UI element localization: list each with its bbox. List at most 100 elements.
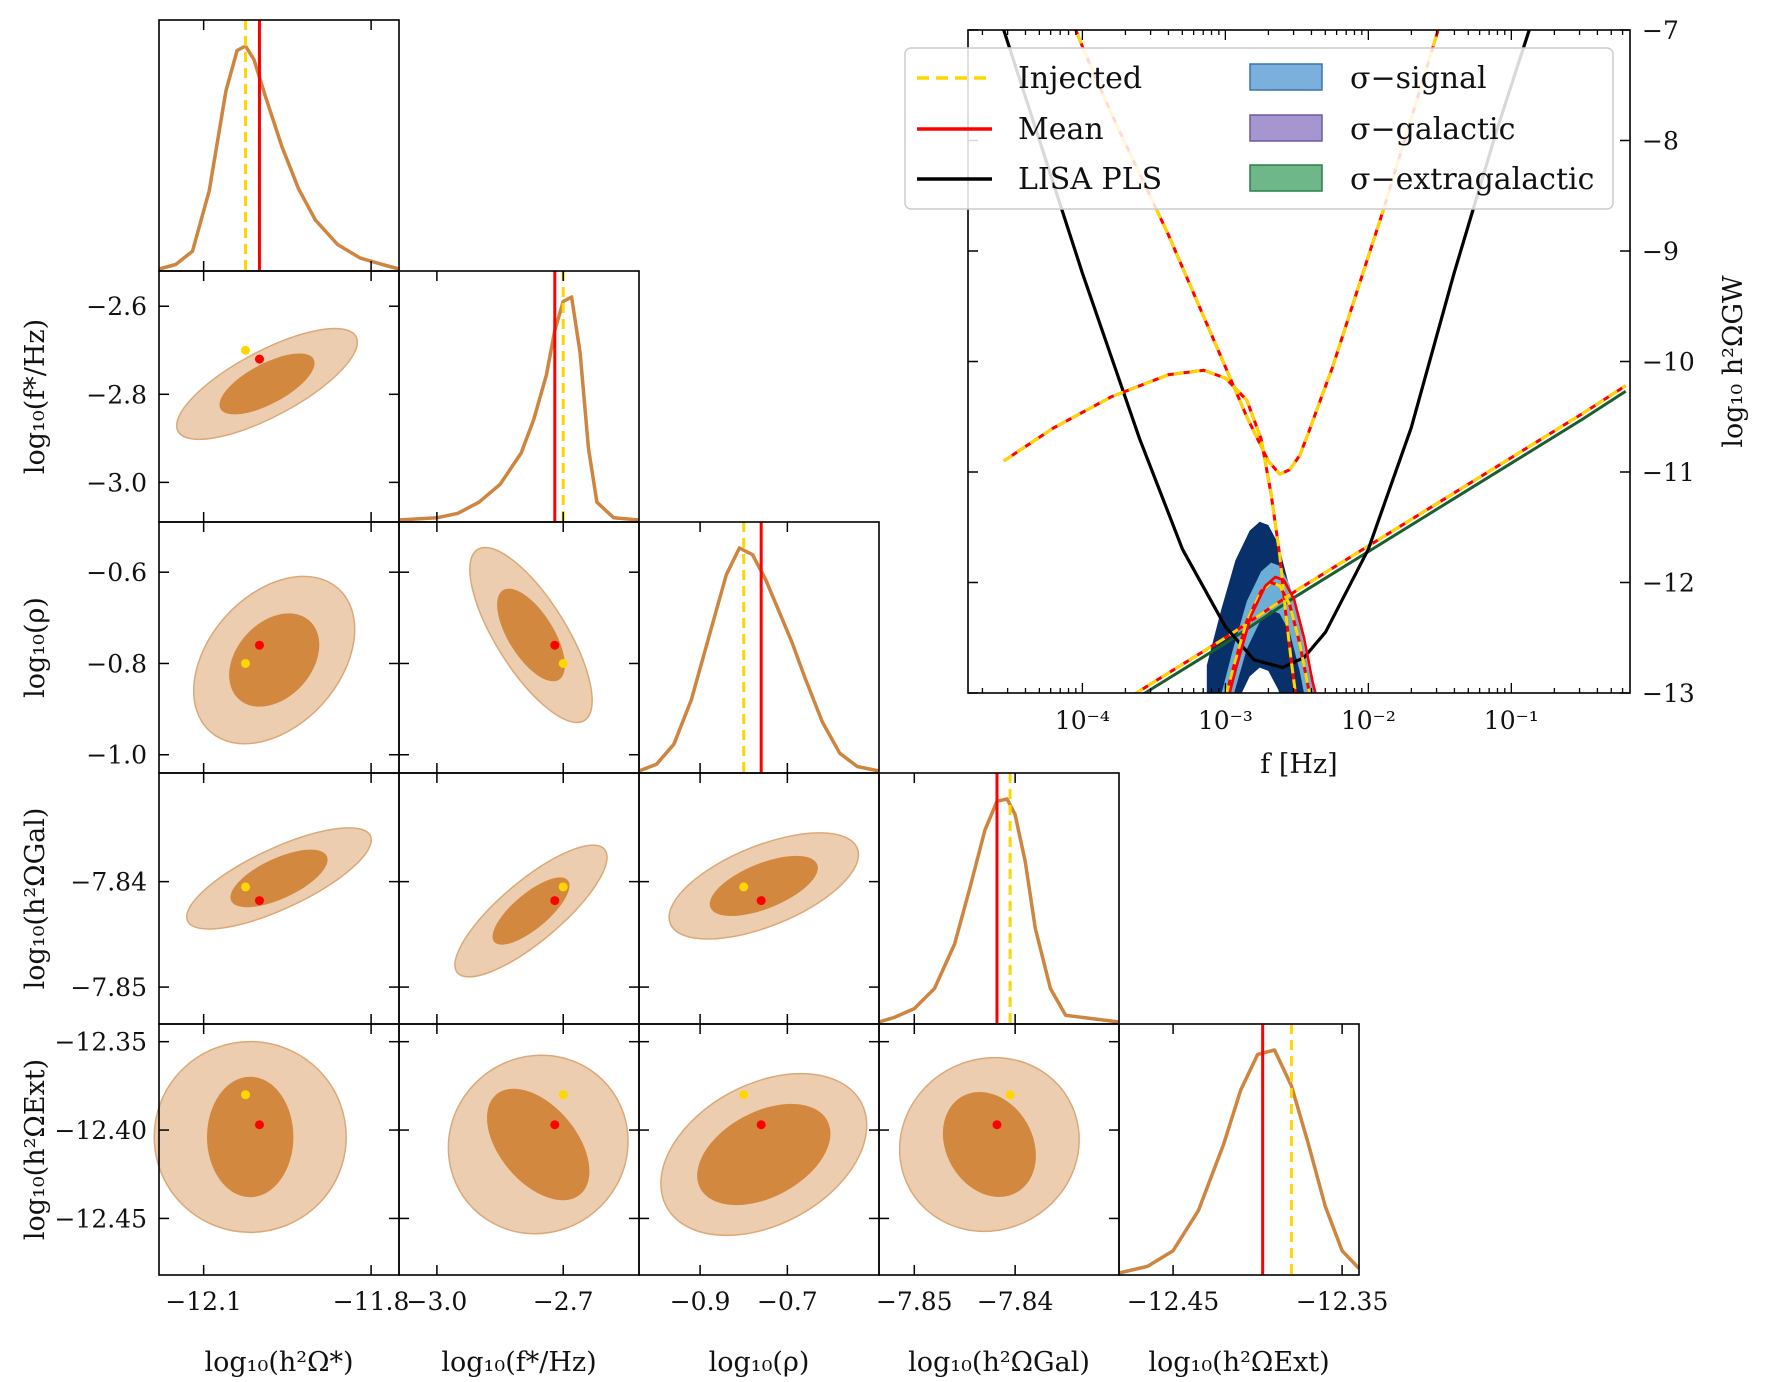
x-tick-label: −7.85 [876, 1287, 953, 1316]
mean-point [254, 354, 264, 364]
corner-cell-3-3 [878, 772, 1120, 1025]
y-tick-label: −12 [1642, 569, 1695, 598]
legend-signal-label: σ−signal [1350, 61, 1487, 96]
x-tick-label: 10⁻¹ [1484, 706, 1539, 735]
contour-inner [219, 353, 315, 415]
contour-inner [709, 855, 818, 917]
corner-cell-2-1 [398, 521, 640, 774]
y-tick-label: −3.0 [86, 468, 147, 497]
corner-plot: −12.1 −11.8 log₁₀(h²Ω*) −3.0 −2.7 log₁₀(f*/Hz… [20, 19, 1388, 1378]
extragalactic-mean [1133, 384, 1627, 693]
corner-cell-1-1 [398, 270, 640, 523]
x-axis-label-f_star: log₁₀(f*/Hz) [441, 1347, 596, 1378]
corner-cell-4-4 [1118, 1023, 1361, 1276]
y-tick-label: −8 [1642, 127, 1679, 156]
corner-cell-1-0 [158, 270, 400, 523]
x-axis-label-omega_ext: log₁₀(h²ΩExt) [1148, 1347, 1329, 1378]
x-tick-label: −0.7 [757, 1287, 818, 1316]
corner-cell-4-0 [153, 1023, 400, 1276]
contour-inner [492, 877, 570, 945]
cell-frame [638, 521, 880, 774]
contour-inner [697, 1103, 831, 1206]
marginal-density-curve [158, 44, 400, 271]
legend-signal-swatch [1249, 63, 1323, 91]
cell-frame [398, 270, 640, 523]
contour-inner [207, 1076, 294, 1198]
mean-point [254, 1120, 264, 1130]
legend-extragalactic-swatch [1249, 164, 1323, 192]
injected-point [558, 658, 568, 668]
injected-point [1005, 1090, 1015, 1100]
injected-point [558, 1090, 568, 1100]
legend-injected-label: Injected [1018, 61, 1142, 96]
y-axis-label: log₁₀ h²ΩGW [1718, 275, 1749, 448]
y-tick-label: −12.40 [54, 1116, 147, 1145]
y-axis-label-f_star: log₁₀(f*/Hz) [20, 319, 51, 474]
contour-inner [942, 1092, 1036, 1197]
x-tick-label: 10⁻² [1341, 706, 1396, 735]
signal-mean-curve-2 [1228, 575, 1317, 693]
x-tick-label: −12.1 [165, 1287, 242, 1316]
injected-point [241, 345, 251, 355]
x-axis-label: f [Hz] [1260, 749, 1337, 780]
corner-cell-3-2 [638, 772, 880, 1025]
y-tick-label: −11 [1642, 458, 1695, 487]
extragalactic-band-edge [1142, 390, 1627, 693]
contour-inner [486, 1088, 590, 1201]
y-tick-label: −0.6 [86, 558, 147, 587]
corner-cell-2-0 [158, 521, 400, 774]
contour-inner [497, 588, 565, 682]
injected-point [241, 1090, 251, 1100]
injected-point [241, 882, 251, 892]
contour-inner [229, 613, 320, 707]
marginal-density-curve [878, 797, 1120, 1024]
injected-point [241, 658, 251, 668]
mean-point [550, 1120, 560, 1130]
y-tick-label: −10 [1642, 348, 1695, 377]
cell-frame [1118, 1023, 1360, 1276]
x-tick-label: −2.7 [533, 1287, 594, 1316]
y-axis-label-omega_gal: log₁₀(h²ΩGal) [20, 808, 51, 990]
y-tick-label: −2.6 [86, 292, 147, 321]
corner-cell-2-2 [638, 521, 880, 774]
x-tick-label: −3.0 [407, 1287, 468, 1316]
cell-frame [878, 772, 1120, 1025]
mean-point [756, 1120, 766, 1130]
legend: Injected Mean LISA PLS σ−signal σ−galact… [904, 47, 1614, 210]
corner-cell-4-2 [638, 1023, 880, 1276]
corner-cell-3-1 [398, 772, 640, 1025]
mean-point [254, 896, 264, 906]
y-tick-label: −7 [1642, 16, 1679, 45]
corner-cell-0-0 [158, 19, 400, 272]
y-tick-label: −2.8 [86, 380, 147, 409]
x-tick-label: −11.8 [333, 1287, 410, 1316]
cell-frame [158, 19, 400, 272]
mean-point [254, 640, 264, 650]
spectrum-plot: −7 −8 −9 −10 −11 −12 −13 10⁻⁴ 10⁻³ 10⁻² 10⁻¹ f [Hz]… [967, 16, 1749, 780]
injected-point [739, 882, 749, 892]
y-axis-label-omega_ext: log₁₀(h²ΩExt) [20, 1059, 51, 1240]
mean-point [992, 1120, 1002, 1130]
y-tick-label: −1.0 [86, 741, 147, 770]
marginal-density-curve [398, 295, 640, 522]
legend-galactic-label: σ−galactic [1350, 112, 1515, 147]
legend-extragalactic-label: σ−extragalactic [1350, 162, 1594, 197]
marginal-density-curve [1118, 1048, 1361, 1275]
y-tick-label: −12.45 [54, 1204, 147, 1233]
injected-point [739, 1090, 749, 1100]
x-tick-label: −12.45 [1127, 1287, 1220, 1316]
corner-cell-4-1 [398, 1023, 640, 1276]
y-tick-label: −0.8 [86, 649, 147, 678]
injected-point [558, 882, 568, 892]
mean-point [550, 896, 560, 906]
x-axis-label-omega_gal: log₁₀(h²ΩGal) [908, 1347, 1090, 1378]
y-tick-label: −13 [1642, 679, 1695, 708]
legend-lisa-label: LISA PLS [1018, 162, 1162, 197]
corner-cell-4-3 [878, 1023, 1120, 1276]
spectrum-curves [1002, 30, 1627, 693]
x-axis-label-rho: log₁₀(ρ) [709, 1347, 810, 1378]
corner-cell-3-0 [158, 772, 400, 1025]
lisa-pls-curve [1002, 30, 1531, 670]
mean-point [756, 896, 766, 906]
y-axis-label-rho: log₁₀(ρ) [20, 597, 51, 698]
